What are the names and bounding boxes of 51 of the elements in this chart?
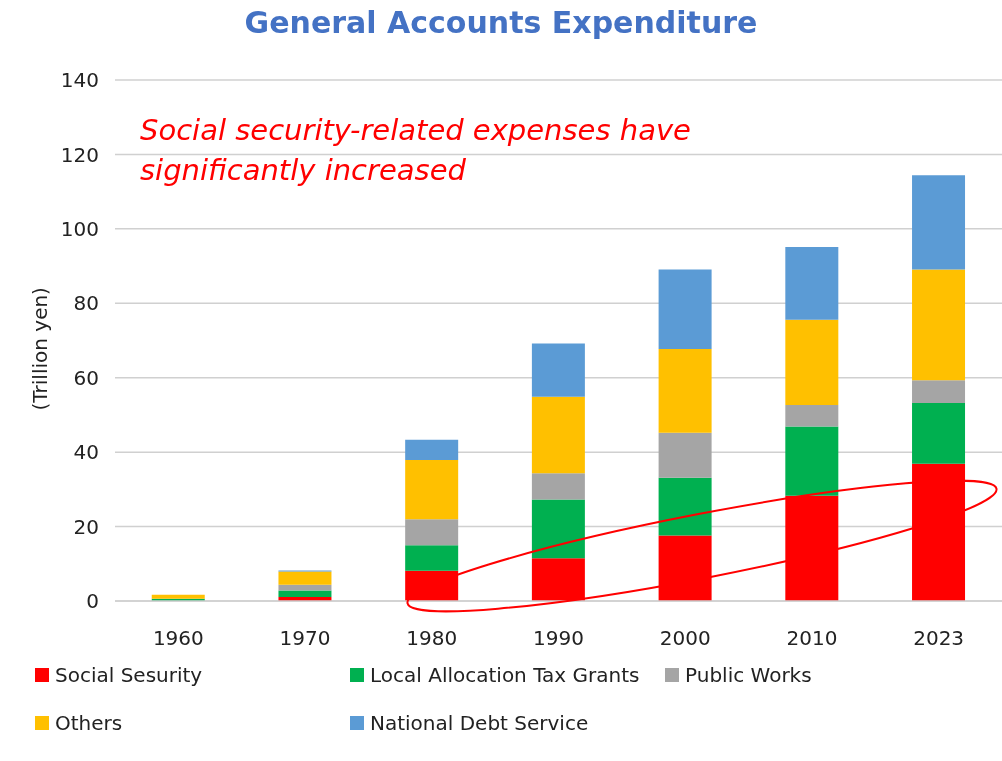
bar	[912, 403, 966, 464]
bar	[912, 269, 966, 381]
x-tick-label: 1990	[533, 626, 584, 651]
x-tick-label: 2010	[786, 626, 838, 651]
legend-label: Local Allocation Tax Grants	[370, 663, 640, 687]
legend-label: National Debt Service	[370, 711, 589, 735]
y-tick-label: 20	[73, 514, 99, 539]
bar	[912, 463, 966, 601]
y-tick-label: 80	[73, 291, 99, 316]
bar	[785, 495, 839, 601]
bar	[151, 594, 205, 599]
x-tick-label: 1960	[152, 626, 204, 651]
bar	[405, 519, 459, 546]
bar	[531, 473, 585, 500]
bar	[658, 269, 712, 350]
bar	[785, 319, 839, 405]
bar	[405, 439, 459, 460]
bar	[278, 584, 332, 591]
x-tick-label: 1980	[406, 626, 458, 651]
x-tick-label: 2000	[659, 626, 711, 651]
bar	[531, 343, 585, 397]
legend-label: Social Sesurity	[55, 663, 203, 687]
bar	[912, 175, 966, 270]
annotation: Social security-related expenses have significantly increased	[140, 112, 692, 189]
bar	[531, 499, 585, 559]
bar	[531, 558, 585, 601]
bar	[658, 535, 712, 601]
bar	[405, 459, 459, 520]
bar	[278, 590, 332, 597]
legend-label: Public Works	[685, 663, 812, 687]
y-axis-title: (Trillion yen)	[28, 287, 53, 411]
bar	[278, 571, 332, 585]
bar	[912, 380, 966, 404]
y-tick-label: 0	[86, 589, 99, 614]
legend-label: Others	[55, 711, 123, 735]
chart-title: General Accounts Expenditure	[243, 4, 759, 42]
bar	[785, 426, 839, 496]
y-tick-label: 100	[60, 216, 99, 241]
y-tick-label: 40	[73, 440, 99, 465]
bar	[658, 349, 712, 433]
x-tick-label: 2023	[913, 626, 965, 651]
bar	[405, 545, 459, 571]
y-tick-label: 120	[60, 142, 99, 167]
bar	[785, 247, 839, 320]
bar	[785, 404, 839, 427]
x-tick-label: 1970	[279, 626, 331, 651]
y-tick-label: 60	[73, 365, 99, 390]
y-tick-label: 140	[60, 68, 99, 93]
bar	[658, 432, 712, 478]
bar	[658, 477, 712, 536]
bar	[531, 396, 585, 474]
